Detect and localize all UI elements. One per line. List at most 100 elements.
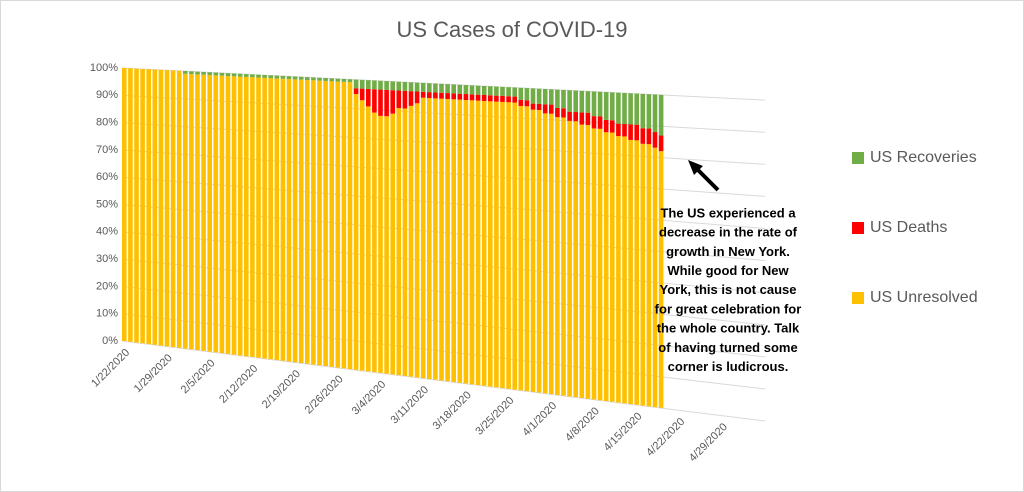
bar-segment bbox=[634, 93, 639, 125]
bar-segment bbox=[488, 86, 493, 96]
bar-segment bbox=[616, 123, 621, 137]
bar-segment bbox=[219, 72, 225, 76]
bar-segment bbox=[652, 132, 658, 148]
bar-segment bbox=[585, 125, 591, 399]
bar-segment bbox=[164, 70, 170, 347]
bar-segment bbox=[384, 81, 389, 90]
bar-segment bbox=[335, 78, 341, 82]
bar-segment bbox=[420, 91, 426, 98]
bar-segment bbox=[262, 77, 267, 359]
bar-segment bbox=[518, 105, 524, 391]
bar-segment bbox=[536, 103, 542, 111]
bar-segment bbox=[231, 73, 237, 77]
bar-segment bbox=[506, 96, 511, 103]
bar-segment bbox=[353, 88, 359, 95]
bar-segment bbox=[603, 92, 609, 120]
bar-segment bbox=[353, 79, 359, 89]
bar-segment bbox=[195, 74, 200, 351]
bar-segment bbox=[244, 76, 249, 357]
bar-segment bbox=[579, 90, 585, 113]
bar-segment bbox=[628, 93, 633, 125]
bar-segment bbox=[573, 112, 578, 122]
bar-segment bbox=[414, 91, 420, 104]
bar-segment bbox=[317, 77, 322, 81]
bar-segment bbox=[591, 128, 597, 400]
bar-segment bbox=[347, 82, 353, 370]
bar-segment bbox=[280, 75, 286, 79]
bar-segment bbox=[341, 81, 347, 369]
bar-segment bbox=[152, 69, 158, 345]
bar-segment bbox=[176, 70, 182, 348]
annotation-arrowhead bbox=[688, 160, 703, 175]
bar-segment bbox=[518, 87, 524, 100]
bar-segment bbox=[433, 83, 438, 93]
bar-segment bbox=[622, 136, 627, 404]
bar-segment bbox=[610, 92, 615, 121]
bar-segment bbox=[146, 69, 151, 345]
bar-segment bbox=[414, 103, 420, 378]
bar-segment bbox=[433, 98, 438, 380]
bar-segment bbox=[280, 78, 286, 361]
bar-segment bbox=[427, 98, 432, 379]
bar-segment bbox=[549, 89, 554, 105]
bar-segment bbox=[530, 103, 536, 110]
bar-segment bbox=[481, 100, 487, 386]
bar-segment bbox=[244, 74, 249, 77]
bar-segment bbox=[341, 78, 347, 82]
bar-segment bbox=[237, 76, 243, 356]
bar-segment bbox=[622, 124, 627, 137]
bar-segment bbox=[524, 100, 530, 107]
bar-segment bbox=[298, 79, 304, 364]
annotation-line: While good for New bbox=[667, 263, 789, 278]
bar-segment bbox=[213, 72, 219, 76]
y-tick-label: 70% bbox=[96, 144, 118, 156]
bar-segment bbox=[542, 89, 548, 105]
bar-segment bbox=[274, 78, 280, 360]
bar-segment bbox=[585, 112, 591, 126]
bar-segment bbox=[396, 108, 402, 376]
bar-segment bbox=[366, 106, 371, 372]
bar-segment bbox=[414, 82, 420, 92]
bar-segment bbox=[506, 87, 511, 97]
bar-segment bbox=[646, 128, 652, 145]
legend-label: US Deaths bbox=[870, 219, 947, 236]
bar-segment bbox=[359, 79, 365, 89]
bar-segment bbox=[463, 94, 469, 101]
bar-segment bbox=[402, 90, 408, 109]
bar-segment bbox=[408, 82, 414, 92]
bar-segment bbox=[500, 86, 505, 96]
bar-segment bbox=[170, 70, 176, 348]
bar-segment bbox=[451, 99, 456, 383]
bar-segment bbox=[408, 91, 414, 106]
y-tick-label: 100% bbox=[90, 62, 118, 74]
bar-segment bbox=[506, 102, 511, 389]
bar-segment bbox=[207, 72, 212, 76]
y-tick-label: 40% bbox=[96, 226, 118, 238]
bar-segment bbox=[390, 90, 395, 114]
bar-segment bbox=[311, 80, 316, 365]
bar-segment bbox=[274, 75, 280, 79]
y-tick-label: 50% bbox=[96, 198, 118, 210]
bar-segment bbox=[366, 88, 371, 107]
bar-segment bbox=[481, 85, 487, 95]
bar-segment bbox=[591, 116, 597, 129]
bar-segment bbox=[536, 110, 542, 393]
bar-segment bbox=[256, 77, 261, 358]
bar-segment bbox=[640, 128, 646, 144]
y-tick-label: 80% bbox=[96, 117, 118, 129]
bar-segment bbox=[298, 76, 304, 80]
bar-segment bbox=[427, 83, 432, 93]
bar-segment bbox=[305, 80, 310, 364]
bar-segment bbox=[579, 124, 585, 398]
bar-segment bbox=[652, 94, 658, 133]
bar-segment bbox=[481, 94, 487, 101]
bar-segment bbox=[195, 71, 200, 75]
bar-segment bbox=[518, 99, 524, 106]
bar-segment bbox=[225, 73, 231, 76]
bar-segment bbox=[140, 68, 145, 344]
bar-segment bbox=[445, 93, 450, 100]
bar-segment bbox=[268, 75, 273, 79]
bar-segment bbox=[640, 143, 646, 406]
bar-segment bbox=[494, 101, 499, 388]
bar-segment bbox=[372, 89, 377, 113]
